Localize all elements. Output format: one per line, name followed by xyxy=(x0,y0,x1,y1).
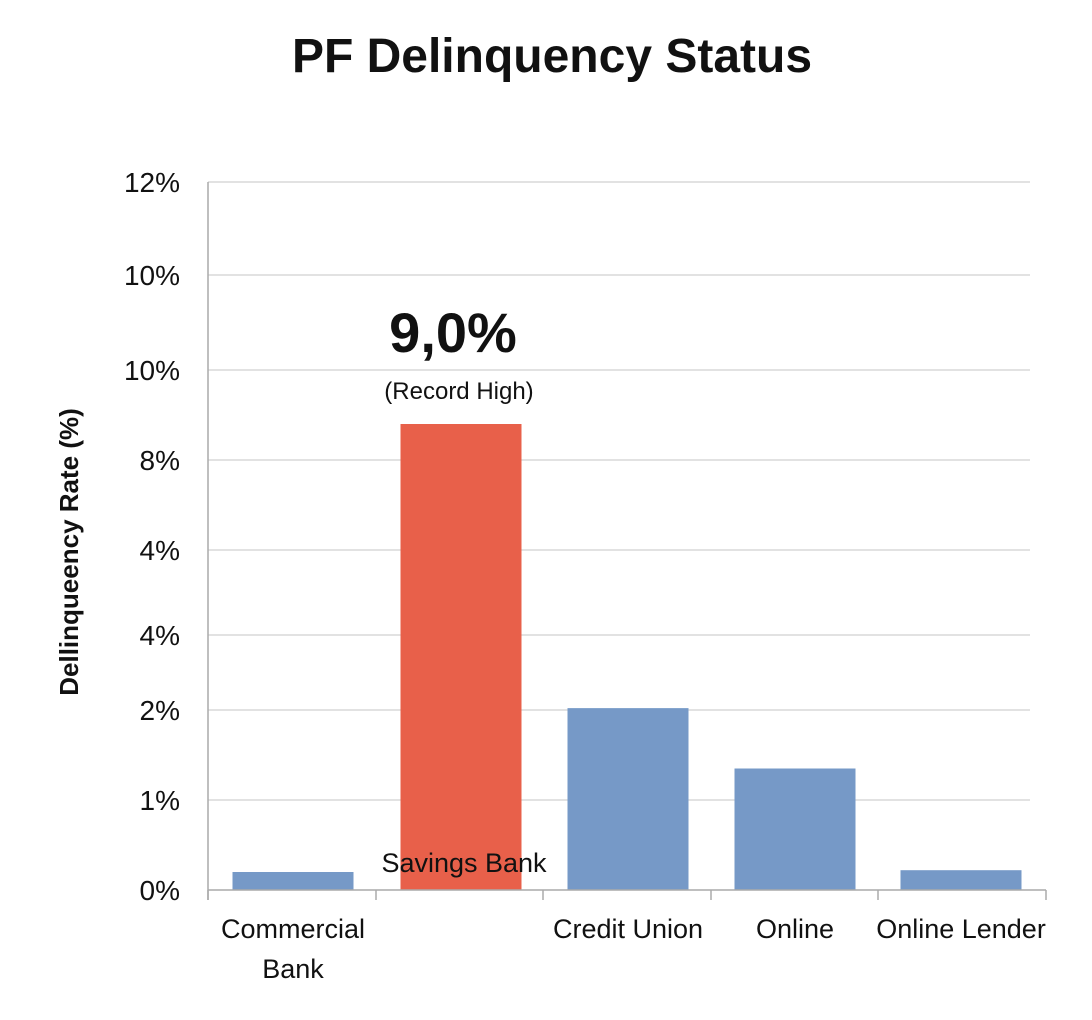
y-tick-label: 4% xyxy=(140,620,180,651)
y-tick-label: 0% xyxy=(140,875,180,906)
bar xyxy=(567,708,689,890)
x-category-label: Bank xyxy=(262,954,324,984)
bar xyxy=(400,424,522,890)
annotation-value: 9,0% xyxy=(389,301,517,364)
y-tick-label: 2% xyxy=(140,695,180,726)
bar xyxy=(232,872,354,890)
x-category-label: Online xyxy=(756,914,834,944)
bars xyxy=(232,424,1022,890)
axes xyxy=(207,182,1047,900)
y-tick-label: 10% xyxy=(124,355,180,386)
x-category-label: Online Lender xyxy=(876,914,1046,944)
x-category-label: Credit Union xyxy=(553,914,703,944)
chart-title: PF Delinquency Status xyxy=(292,30,812,83)
y-tick-label: 10% xyxy=(124,260,180,291)
y-tick-label: 1% xyxy=(140,785,180,816)
bar xyxy=(734,768,856,890)
y-tick-label: 4% xyxy=(140,535,180,566)
y-axis-label: Dellinqueency Rate (%) xyxy=(54,408,84,696)
annotation-note: (Record High) xyxy=(384,378,533,405)
labels: 0% 1% 2% 4% 4% 8% 10% 10% 12% Commercial Bank Credi… xyxy=(124,167,1046,984)
y-tick-label: 12% xyxy=(124,167,180,198)
y-tick-label: 8% xyxy=(140,445,180,476)
bar xyxy=(900,870,1022,890)
gridlines xyxy=(208,181,1030,801)
x-category-label: Commercial xyxy=(221,914,365,944)
savings-bank-label: Savings Bank xyxy=(381,848,547,878)
